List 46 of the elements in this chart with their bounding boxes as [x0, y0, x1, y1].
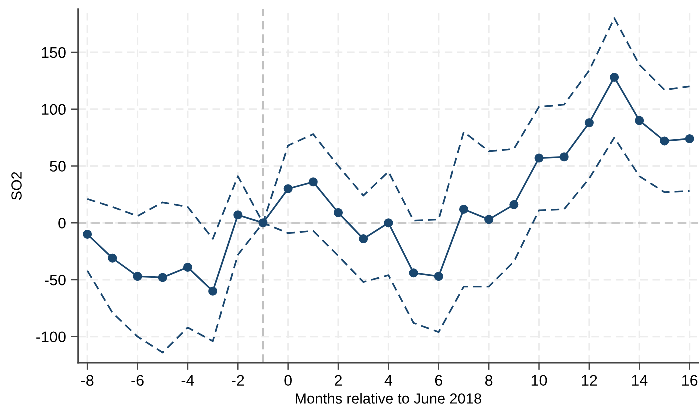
- point: [434, 272, 444, 282]
- point: [635, 116, 644, 126]
- x-tick-label: 0: [284, 375, 292, 386]
- point: [610, 73, 620, 82]
- point: [660, 136, 670, 146]
- x-tick-label: -4: [182, 375, 194, 386]
- x-axis-title: Months relative to June 2018: [296, 393, 482, 404]
- point: [584, 118, 594, 128]
- x-tick-label: -8: [81, 375, 94, 386]
- point: [359, 234, 368, 244]
- line-series: [86, 136, 691, 354]
- point: [83, 230, 92, 239]
- x-tick-label: 12: [582, 375, 598, 386]
- y-tick-label: 150: [42, 47, 66, 58]
- x-tick-label: 4: [384, 375, 392, 386]
- x-tick-label: -6: [132, 375, 144, 386]
- point: [334, 208, 344, 218]
- x-tick-label: 14: [632, 375, 648, 386]
- point: [484, 215, 494, 224]
- point: [284, 184, 293, 194]
- point: [308, 178, 318, 187]
- y-tick-label: 100: [42, 104, 66, 116]
- x-tick-label: 10: [532, 375, 548, 386]
- x-tick-label: 16: [682, 375, 698, 386]
- y-tick-label: -50: [45, 274, 66, 286]
- y-tick-label: 0: [58, 218, 66, 229]
- point: [133, 272, 142, 282]
- x-tick-label: 8: [485, 375, 493, 386]
- point: [384, 218, 394, 228]
- x-tick-label: 2: [335, 375, 342, 386]
- y-axis-title: SO2: [12, 172, 22, 200]
- point: [234, 210, 243, 220]
- point: [158, 273, 168, 282]
- point: [208, 286, 218, 296]
- point: [183, 262, 192, 272]
- point: [685, 134, 694, 144]
- x-tick-label: -2: [232, 375, 244, 386]
- y-tick-label: -100: [36, 332, 66, 343]
- point: [510, 200, 519, 210]
- point: [534, 154, 544, 163]
- point: [459, 204, 468, 214]
- point: [560, 152, 569, 162]
- x-tick-label: 6: [435, 375, 442, 386]
- point: [409, 268, 418, 278]
- point: [108, 254, 118, 263]
- y-tick-label: 50: [50, 161, 66, 172]
